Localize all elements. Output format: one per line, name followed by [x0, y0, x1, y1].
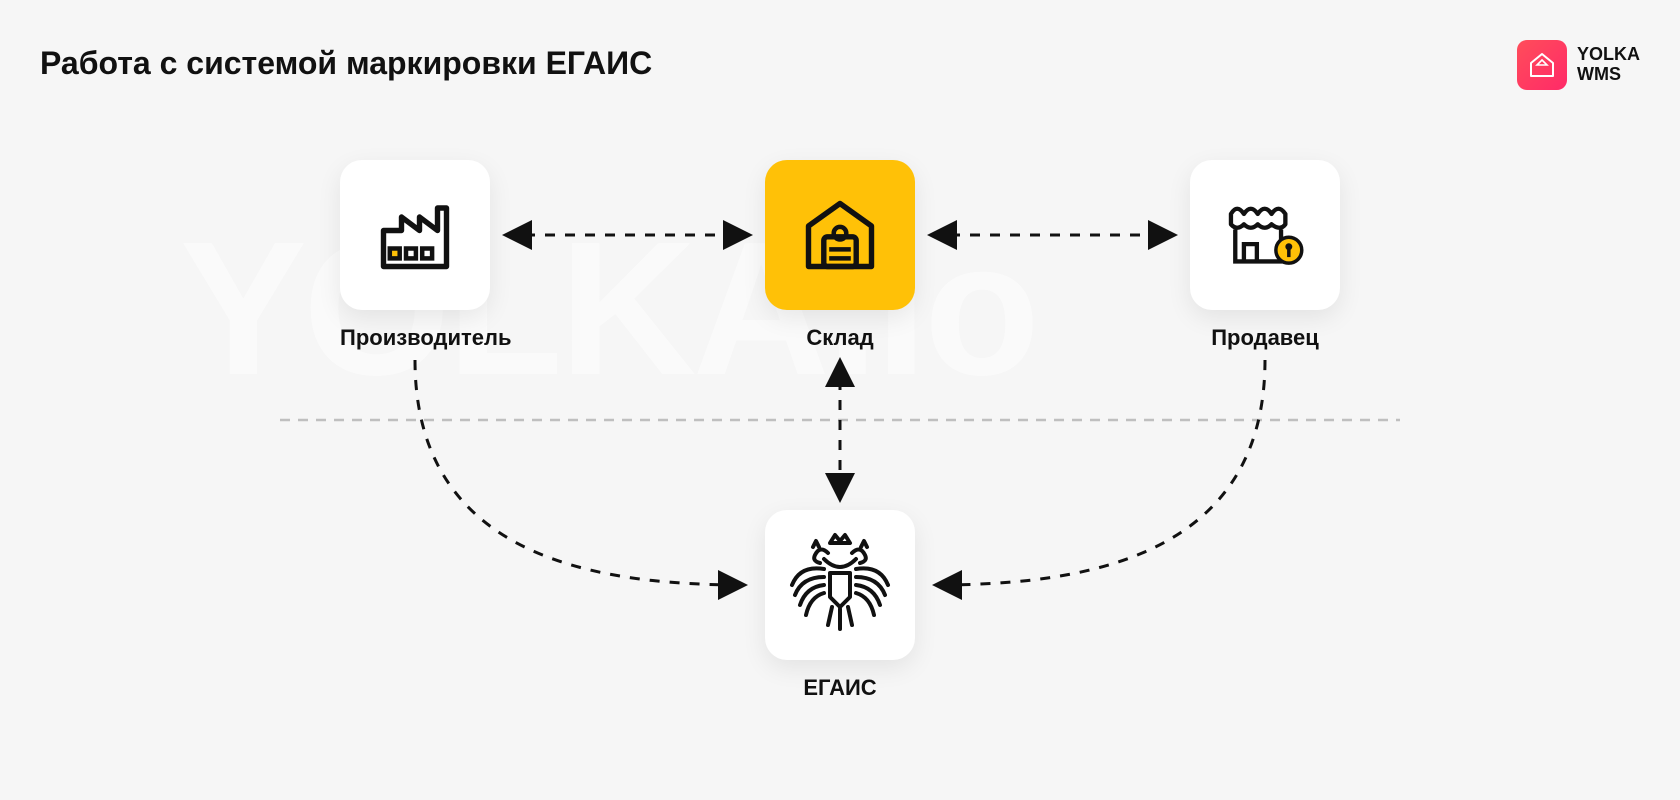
node-egais [765, 510, 915, 660]
arrow-manufacturer-egais [415, 360, 745, 585]
brand-logo: YOLKA WMS [1517, 40, 1640, 90]
factory-icon [370, 190, 460, 280]
node-warehouse [765, 160, 915, 310]
label-seller: Продавец [1190, 325, 1340, 351]
label-warehouse: Склад [765, 325, 915, 351]
node-manufacturer [340, 160, 490, 310]
logo-line1: YOLKA [1577, 45, 1640, 65]
label-manufacturer: Производитель [340, 325, 490, 351]
logo-badge-icon [1517, 40, 1567, 90]
label-egais: ЕГАИС [765, 675, 915, 701]
warehouse-icon [795, 190, 885, 280]
eagle-emblem-icon [780, 525, 900, 645]
node-seller [1190, 160, 1340, 310]
page-title: Работа с системой маркировки ЕГАИС [40, 45, 652, 82]
shop-icon [1218, 188, 1313, 283]
logo-text: YOLKA WMS [1577, 45, 1640, 85]
logo-line2: WMS [1577, 65, 1640, 85]
arrow-seller-egais [935, 360, 1265, 585]
